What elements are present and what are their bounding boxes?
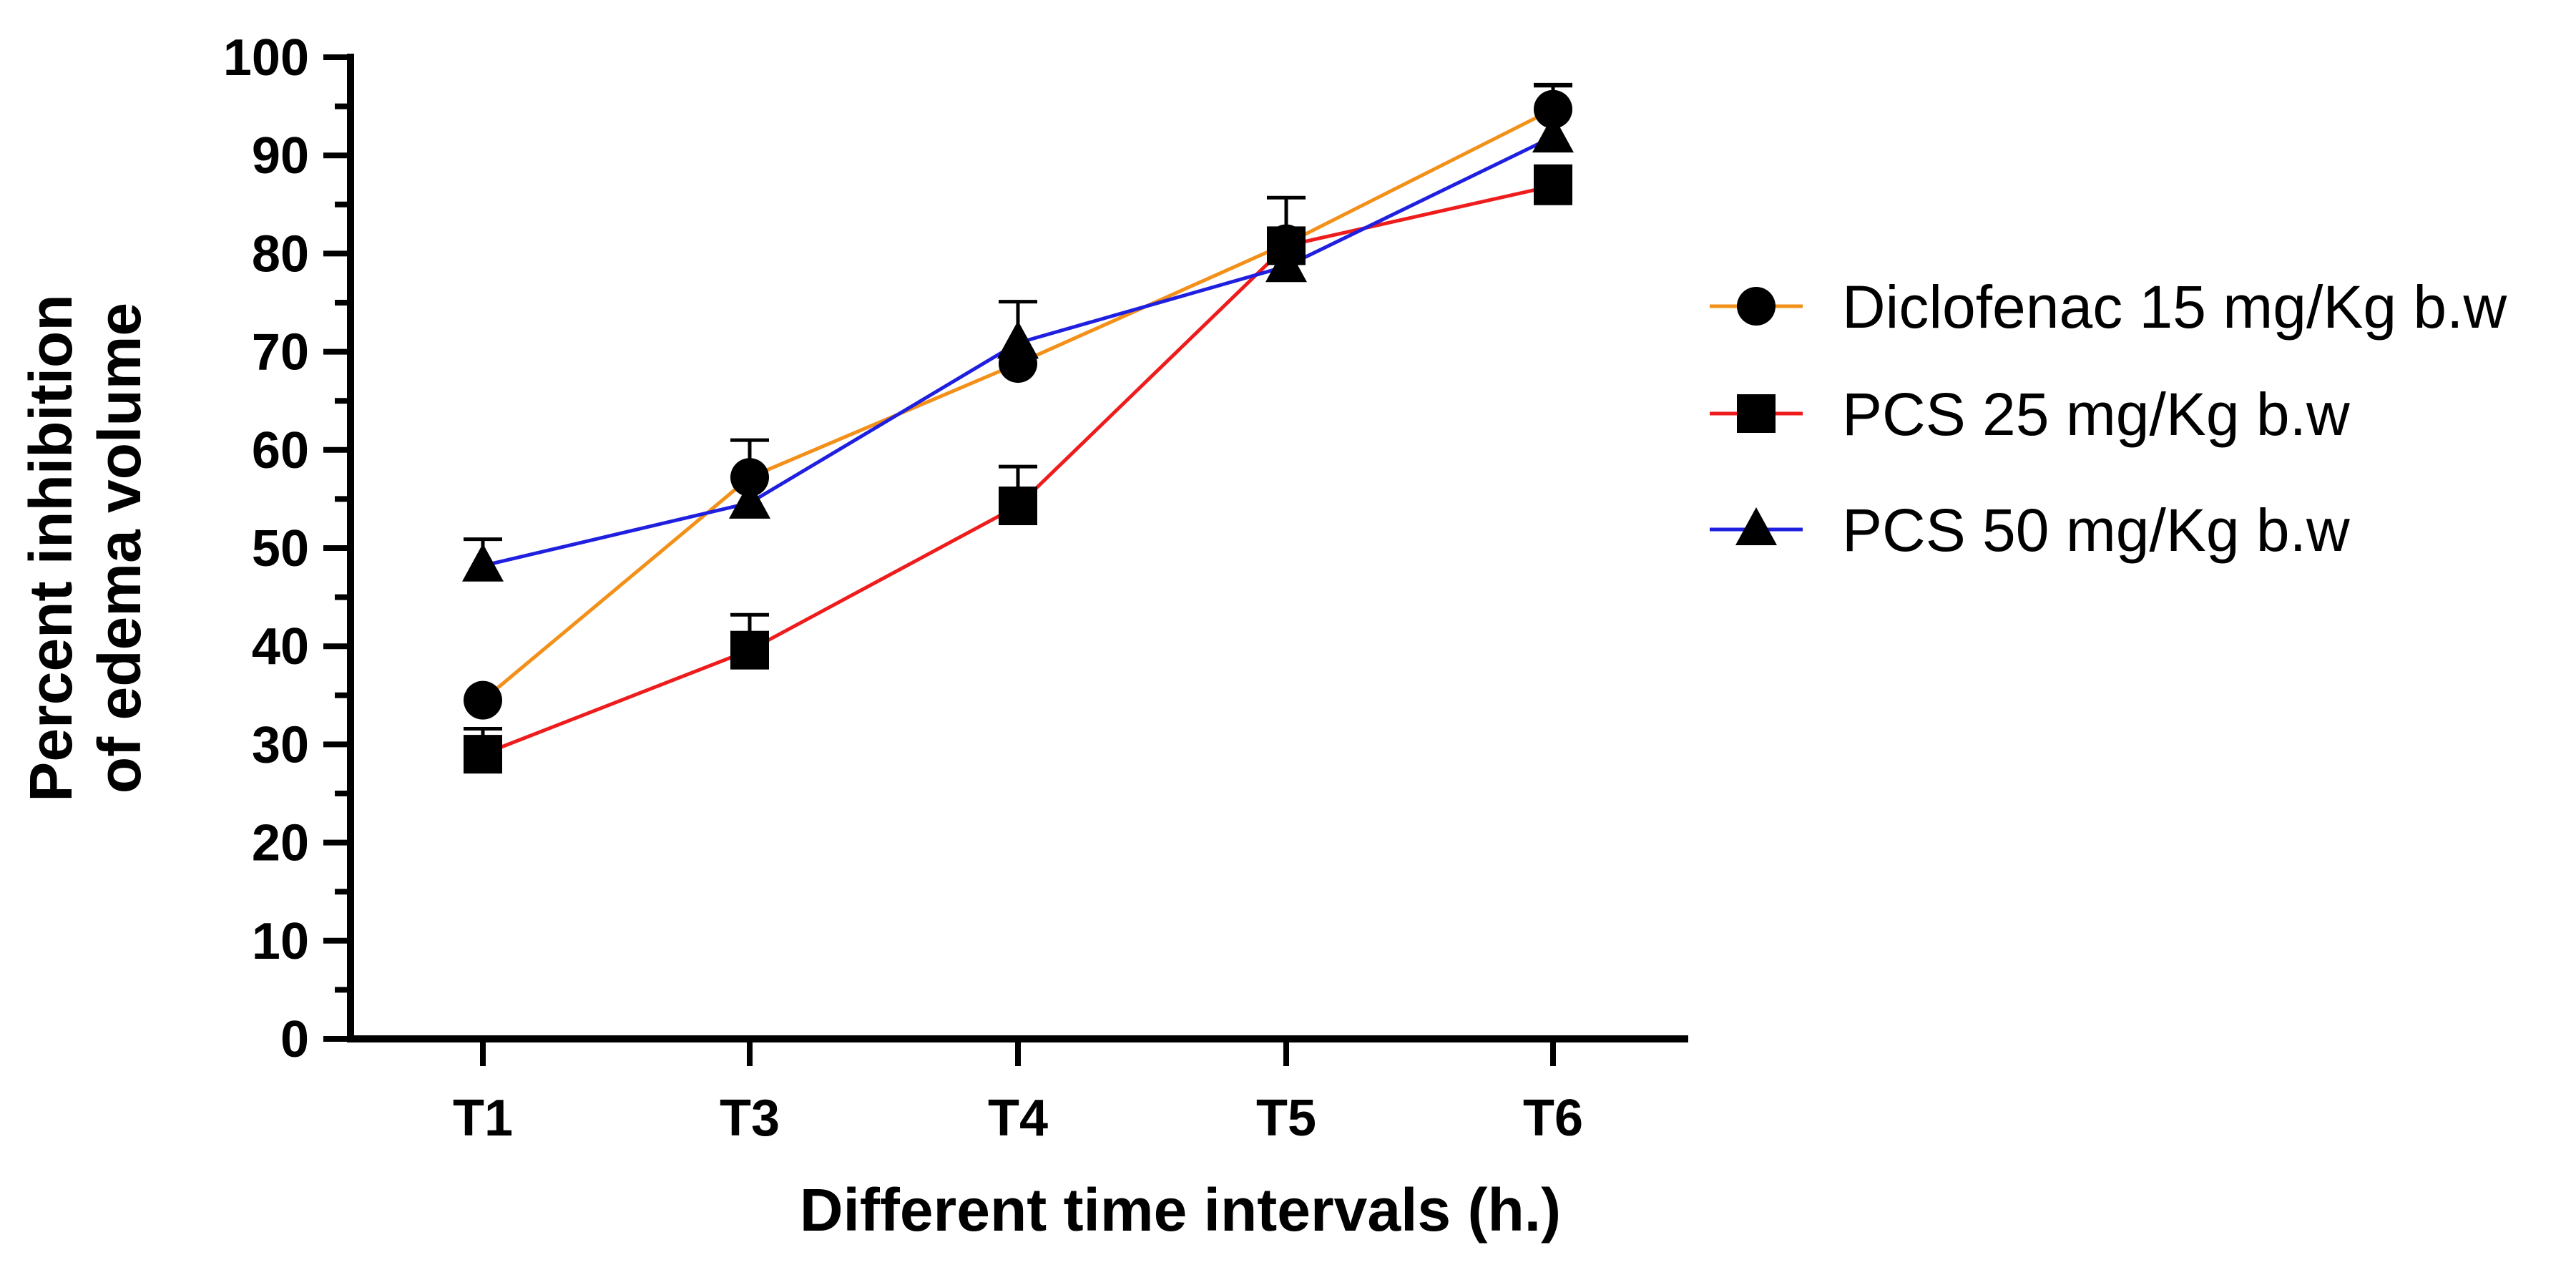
- data-point-2: [999, 487, 1037, 526]
- data-point-1: [464, 680, 502, 720]
- x-tick-label: T5: [1256, 1090, 1316, 1147]
- legend-marker-1: [1737, 287, 1776, 326]
- data-point-2: [730, 630, 769, 670]
- y-tick-label: 20: [252, 815, 309, 872]
- series-line-1: [481, 107, 1554, 702]
- legend-label-3: PCS 50 mg/Kg b.w: [1842, 497, 2350, 564]
- data-point-3: [1265, 244, 1307, 283]
- y-tick-label: 50: [252, 520, 309, 577]
- legend: Diclofenac 15 mg/Kg b.w PCS 25 mg/Kg b.w P…: [1710, 273, 2507, 564]
- y-axis-title-line1: Percent inhibition: [17, 294, 84, 801]
- data-point-2: [1534, 166, 1572, 205]
- data-point-3: [729, 480, 770, 519]
- y-tick-label: 10: [252, 913, 309, 970]
- y-tick-label: 40: [252, 618, 309, 675]
- data-point-3: [997, 321, 1039, 359]
- data-point-2: [464, 735, 502, 774]
- data-point-1: [1534, 89, 1572, 129]
- x-tick-label: T3: [720, 1090, 780, 1147]
- legend-marker-3: [1735, 507, 1777, 545]
- series-layer: [462, 82, 1574, 774]
- y-tick-label: 90: [252, 127, 309, 185]
- x-tick-label: T1: [453, 1090, 513, 1147]
- x-tick-label: T6: [1523, 1090, 1583, 1147]
- legend-marker-2: [1737, 394, 1776, 433]
- y-tick-label: 70: [252, 324, 309, 381]
- data-point-1: [730, 458, 769, 497]
- y-tick-label: 80: [252, 225, 309, 283]
- data-point-3: [1532, 114, 1574, 153]
- axes: 0 10 20 30 40 50 60 70 80 90 100 T1 T3 T4 T5 T6: [223, 29, 1688, 1147]
- legend-label-1: Diclofenac 15 mg/Kg b.w: [1842, 273, 2507, 341]
- y-axis-title-line2: of edema volume: [86, 303, 153, 793]
- legend-label-2: PCS 25 mg/Kg b.w: [1842, 381, 2350, 448]
- data-point-3: [462, 543, 504, 582]
- y-tick-label: 100: [223, 29, 309, 87]
- x-tick-label: T4: [988, 1090, 1048, 1147]
- y-tick-label: 60: [252, 422, 309, 479]
- y-tick-label: 30: [252, 716, 309, 773]
- y-tick-label: 0: [280, 1011, 309, 1068]
- x-axis-title: Different time intervals (h.): [800, 1176, 1561, 1244]
